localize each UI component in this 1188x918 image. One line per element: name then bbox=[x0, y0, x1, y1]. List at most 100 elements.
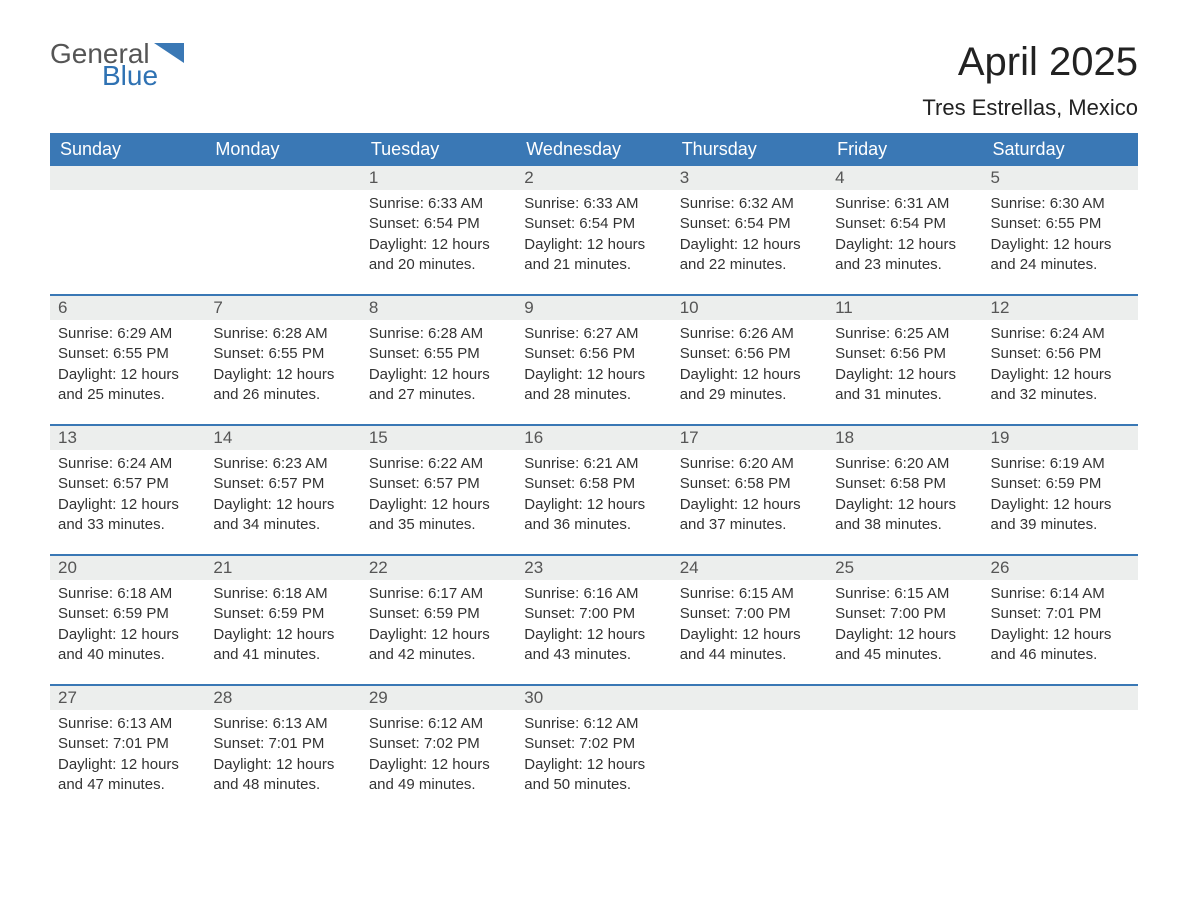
day-number: 25 bbox=[827, 556, 982, 580]
sunset-text: Sunset: 6:58 PM bbox=[835, 474, 974, 494]
day-number: 18 bbox=[827, 426, 982, 450]
day-number bbox=[827, 686, 982, 710]
day-body: Sunrise: 6:21 AMSunset: 6:58 PMDaylight:… bbox=[516, 450, 671, 543]
dl1-text: Daylight: 12 hours bbox=[369, 495, 508, 515]
day-body: Sunrise: 6:18 AMSunset: 6:59 PMDaylight:… bbox=[205, 580, 360, 673]
day-cell: 16Sunrise: 6:21 AMSunset: 6:58 PMDayligh… bbox=[516, 426, 671, 554]
dl2-text: and 33 minutes. bbox=[58, 515, 197, 535]
logo-word2: Blue bbox=[102, 62, 184, 90]
day-number bbox=[205, 166, 360, 190]
sunrise-text: Sunrise: 6:12 AM bbox=[524, 714, 663, 734]
day-body: Sunrise: 6:28 AMSunset: 6:55 PMDaylight:… bbox=[361, 320, 516, 413]
empty-cell bbox=[50, 166, 205, 294]
dl1-text: Daylight: 12 hours bbox=[58, 625, 197, 645]
day-number: 10 bbox=[672, 296, 827, 320]
sunrise-text: Sunrise: 6:31 AM bbox=[835, 194, 974, 214]
dl1-text: Daylight: 12 hours bbox=[369, 755, 508, 775]
day-body: Sunrise: 6:18 AMSunset: 6:59 PMDaylight:… bbox=[50, 580, 205, 673]
day-body: Sunrise: 6:26 AMSunset: 6:56 PMDaylight:… bbox=[672, 320, 827, 413]
weekday-sunday: Sunday bbox=[50, 133, 205, 166]
dl2-text: and 46 minutes. bbox=[991, 645, 1130, 665]
day-number: 4 bbox=[827, 166, 982, 190]
day-body: Sunrise: 6:31 AMSunset: 6:54 PMDaylight:… bbox=[827, 190, 982, 283]
empty-cell bbox=[827, 686, 982, 814]
dl2-text: and 48 minutes. bbox=[213, 775, 352, 795]
day-number: 17 bbox=[672, 426, 827, 450]
day-body: Sunrise: 6:27 AMSunset: 6:56 PMDaylight:… bbox=[516, 320, 671, 413]
sunset-text: Sunset: 6:56 PM bbox=[680, 344, 819, 364]
day-number: 6 bbox=[50, 296, 205, 320]
dl1-text: Daylight: 12 hours bbox=[835, 235, 974, 255]
sunset-text: Sunset: 7:01 PM bbox=[58, 734, 197, 754]
day-cell: 8Sunrise: 6:28 AMSunset: 6:55 PMDaylight… bbox=[361, 296, 516, 424]
day-body: Sunrise: 6:17 AMSunset: 6:59 PMDaylight:… bbox=[361, 580, 516, 673]
week-row: 1Sunrise: 6:33 AMSunset: 6:54 PMDaylight… bbox=[50, 166, 1138, 294]
dl2-text: and 39 minutes. bbox=[991, 515, 1130, 535]
logo: General Blue bbox=[50, 40, 184, 90]
day-cell: 17Sunrise: 6:20 AMSunset: 6:58 PMDayligh… bbox=[672, 426, 827, 554]
weekday-header: SundayMondayTuesdayWednesdayThursdayFrid… bbox=[50, 133, 1138, 166]
day-body: Sunrise: 6:33 AMSunset: 6:54 PMDaylight:… bbox=[361, 190, 516, 283]
sunrise-text: Sunrise: 6:24 AM bbox=[58, 454, 197, 474]
dl2-text: and 44 minutes. bbox=[680, 645, 819, 665]
sunset-text: Sunset: 6:59 PM bbox=[369, 604, 508, 624]
sunrise-text: Sunrise: 6:29 AM bbox=[58, 324, 197, 344]
weekday-friday: Friday bbox=[827, 133, 982, 166]
day-number: 16 bbox=[516, 426, 671, 450]
dl2-text: and 26 minutes. bbox=[213, 385, 352, 405]
day-body: Sunrise: 6:16 AMSunset: 7:00 PMDaylight:… bbox=[516, 580, 671, 673]
day-number: 19 bbox=[983, 426, 1138, 450]
sunrise-text: Sunrise: 6:16 AM bbox=[524, 584, 663, 604]
day-body: Sunrise: 6:19 AMSunset: 6:59 PMDaylight:… bbox=[983, 450, 1138, 543]
sunrise-text: Sunrise: 6:22 AM bbox=[369, 454, 508, 474]
day-cell: 30Sunrise: 6:12 AMSunset: 7:02 PMDayligh… bbox=[516, 686, 671, 814]
day-body: Sunrise: 6:14 AMSunset: 7:01 PMDaylight:… bbox=[983, 580, 1138, 673]
sunrise-text: Sunrise: 6:28 AM bbox=[213, 324, 352, 344]
sunset-text: Sunset: 6:54 PM bbox=[680, 214, 819, 234]
day-number bbox=[50, 166, 205, 190]
sunset-text: Sunset: 6:58 PM bbox=[524, 474, 663, 494]
flag-icon bbox=[154, 43, 184, 63]
sunrise-text: Sunrise: 6:27 AM bbox=[524, 324, 663, 344]
sunset-text: Sunset: 7:00 PM bbox=[835, 604, 974, 624]
dl2-text: and 37 minutes. bbox=[680, 515, 819, 535]
day-number: 26 bbox=[983, 556, 1138, 580]
day-number: 29 bbox=[361, 686, 516, 710]
empty-cell bbox=[983, 686, 1138, 814]
sunrise-text: Sunrise: 6:14 AM bbox=[991, 584, 1130, 604]
dl1-text: Daylight: 12 hours bbox=[213, 495, 352, 515]
week-row: 13Sunrise: 6:24 AMSunset: 6:57 PMDayligh… bbox=[50, 424, 1138, 554]
weekday-thursday: Thursday bbox=[672, 133, 827, 166]
day-cell: 27Sunrise: 6:13 AMSunset: 7:01 PMDayligh… bbox=[50, 686, 205, 814]
dl1-text: Daylight: 12 hours bbox=[524, 755, 663, 775]
day-body: Sunrise: 6:32 AMSunset: 6:54 PMDaylight:… bbox=[672, 190, 827, 283]
sunset-text: Sunset: 6:55 PM bbox=[213, 344, 352, 364]
dl1-text: Daylight: 12 hours bbox=[369, 625, 508, 645]
dl1-text: Daylight: 12 hours bbox=[680, 365, 819, 385]
sunset-text: Sunset: 6:56 PM bbox=[991, 344, 1130, 364]
day-body: Sunrise: 6:22 AMSunset: 6:57 PMDaylight:… bbox=[361, 450, 516, 543]
sunset-text: Sunset: 6:56 PM bbox=[524, 344, 663, 364]
day-cell: 20Sunrise: 6:18 AMSunset: 6:59 PMDayligh… bbox=[50, 556, 205, 684]
dl2-text: and 29 minutes. bbox=[680, 385, 819, 405]
day-number: 22 bbox=[361, 556, 516, 580]
weekday-wednesday: Wednesday bbox=[516, 133, 671, 166]
week-row: 20Sunrise: 6:18 AMSunset: 6:59 PMDayligh… bbox=[50, 554, 1138, 684]
sunrise-text: Sunrise: 6:33 AM bbox=[369, 194, 508, 214]
empty-cell bbox=[205, 166, 360, 294]
sunset-text: Sunset: 6:54 PM bbox=[524, 214, 663, 234]
dl2-text: and 22 minutes. bbox=[680, 255, 819, 275]
day-body: Sunrise: 6:24 AMSunset: 6:57 PMDaylight:… bbox=[50, 450, 205, 543]
dl1-text: Daylight: 12 hours bbox=[680, 625, 819, 645]
sunset-text: Sunset: 6:59 PM bbox=[58, 604, 197, 624]
dl2-text: and 24 minutes. bbox=[991, 255, 1130, 275]
sunrise-text: Sunrise: 6:25 AM bbox=[835, 324, 974, 344]
day-cell: 6Sunrise: 6:29 AMSunset: 6:55 PMDaylight… bbox=[50, 296, 205, 424]
sunset-text: Sunset: 6:54 PM bbox=[835, 214, 974, 234]
empty-cell bbox=[672, 686, 827, 814]
sunrise-text: Sunrise: 6:15 AM bbox=[835, 584, 974, 604]
day-number bbox=[983, 686, 1138, 710]
sunrise-text: Sunrise: 6:20 AM bbox=[835, 454, 974, 474]
day-number: 8 bbox=[361, 296, 516, 320]
sunrise-text: Sunrise: 6:33 AM bbox=[524, 194, 663, 214]
